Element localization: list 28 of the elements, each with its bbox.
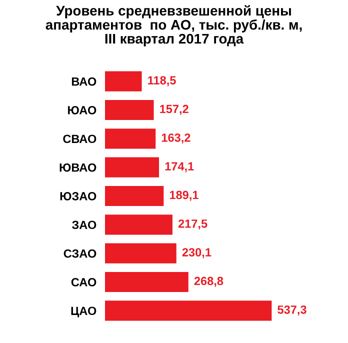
bar (105, 272, 188, 292)
y-tick-label: ЮАО (68, 106, 96, 114)
bar (105, 128, 156, 149)
bar (105, 214, 172, 235)
y-tick-label: ЗАО (72, 220, 96, 230)
y-tick-label: ЦАО (71, 306, 96, 318)
bar (105, 300, 272, 321)
data-label: 118,5 (148, 76, 176, 86)
y-tick-label: ЮЗАО (60, 192, 96, 200)
chart-title: Уровень средневзвешенной цены апартаментов по АО, тыс. руб./кв. м, III квартал 2017 года (46, 5, 302, 46)
y-tick-label: ВАО (72, 77, 96, 86)
data-label: 230,1 (182, 248, 212, 258)
y-tick-label: ЮВАО (60, 163, 96, 172)
data-label: 174,1 (165, 162, 194, 172)
bar (105, 186, 164, 206)
y-tick-label: СЗАО (64, 249, 96, 258)
bar (105, 157, 160, 178)
data-label: 217,5 (178, 219, 208, 230)
data-label: 189,1 (170, 190, 198, 201)
data-label: 157,2 (160, 104, 188, 115)
bar (105, 243, 176, 264)
bar (105, 71, 142, 92)
y-tick-label: СВАО (63, 134, 96, 144)
y-tick-label: САО (71, 278, 96, 286)
data-label: 268,8 (194, 276, 224, 287)
data-label: 163,2 (162, 133, 190, 144)
data-label: 537,3 (278, 305, 306, 316)
bar (105, 100, 154, 120)
